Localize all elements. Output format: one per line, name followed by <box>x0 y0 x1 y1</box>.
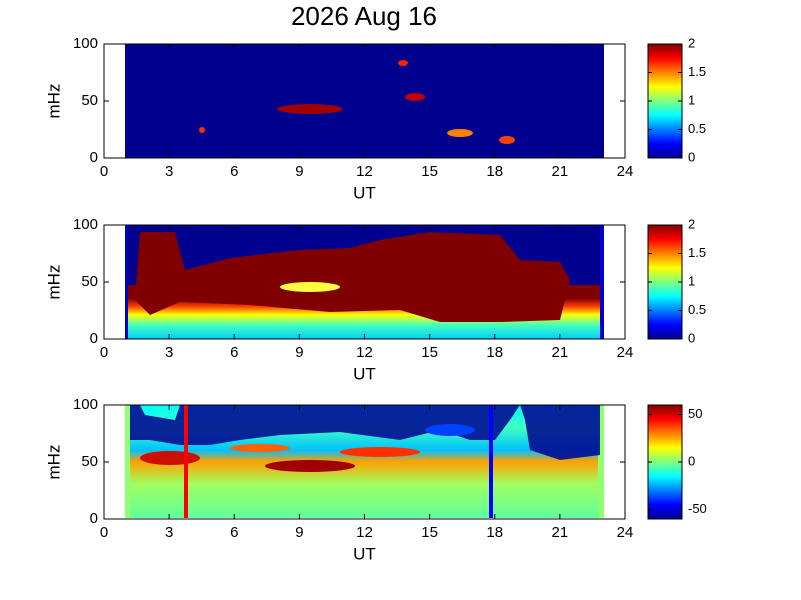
colorbar-tick-label: 1 <box>688 273 695 288</box>
y-tick-label: 50 <box>81 273 98 290</box>
x-tick-label: 3 <box>165 163 173 180</box>
y-tick-label: 0 <box>90 330 98 347</box>
colorbar-tick-label: 0 <box>688 330 695 345</box>
y-tick-label: 100 <box>73 35 98 52</box>
x-tick-label: 3 <box>165 344 173 361</box>
colorbar-tick-label: 1.5 <box>688 245 706 260</box>
y-axis-label: mHz <box>44 445 63 480</box>
x-tick-label: 18 <box>486 344 503 361</box>
colorbar-tick-label: 0 <box>688 149 695 164</box>
colorbar <box>647 404 683 520</box>
colorbar-tick-label: 2 <box>688 35 695 50</box>
y-tick-label: 100 <box>73 216 98 233</box>
y-tick-label: 50 <box>81 92 98 109</box>
x-tick-label: 0 <box>100 163 108 180</box>
y-tick-label: 0 <box>90 510 98 527</box>
chart-title: 2026 Aug 16 <box>291 1 437 31</box>
colorbar-tick-label: 2 <box>688 216 695 231</box>
x-tick-label: 21 <box>552 524 569 541</box>
x-tick-label: 6 <box>230 344 238 361</box>
colorbar-tick-label: 0.5 <box>688 121 706 136</box>
x-axis-label: UT <box>353 183 376 202</box>
x-tick-label: 6 <box>230 524 238 541</box>
x-tick-label: 12 <box>356 524 373 541</box>
x-tick-label: 12 <box>356 163 373 180</box>
y-axis-label: mHz <box>44 84 63 119</box>
x-tick-label: 6 <box>230 163 238 180</box>
x-tick-label: 24 <box>617 344 634 361</box>
x-axis-label: UT <box>353 544 376 563</box>
x-tick-label: 9 <box>295 163 303 180</box>
colorbar-tick-label: 1 <box>688 92 695 107</box>
y-tick-label: 50 <box>81 453 98 470</box>
x-tick-label: 15 <box>421 163 438 180</box>
y-tick-label: 0 <box>90 149 98 166</box>
x-tick-label: 15 <box>421 344 438 361</box>
x-tick-label: 18 <box>486 163 503 180</box>
colorbar-tick-label: 0 <box>688 453 695 468</box>
spectrogram-image <box>125 44 604 518</box>
colorbar <box>647 224 683 340</box>
x-tick-label: 24 <box>617 524 634 541</box>
x-tick-label: 12 <box>356 344 373 361</box>
colorbar-tick-label: 50 <box>688 406 702 421</box>
x-tick-label: 9 <box>295 344 303 361</box>
x-tick-label: 9 <box>295 524 303 541</box>
colorbar <box>647 43 683 159</box>
colorbar-tick-label: 0.5 <box>688 302 706 317</box>
y-axis-label: mHz <box>44 265 63 300</box>
x-tick-label: 0 <box>100 344 108 361</box>
colorbar-tick-label: -50 <box>688 501 707 516</box>
x-tick-label: 21 <box>552 163 569 180</box>
x-tick-label: 15 <box>421 524 438 541</box>
x-tick-label: 0 <box>100 524 108 541</box>
x-tick-label: 18 <box>486 524 503 541</box>
colorbar-tick-label: 1.5 <box>688 64 706 79</box>
y-tick-label: 100 <box>73 396 98 413</box>
x-tick-label: 24 <box>617 163 634 180</box>
x-axis-label: UT <box>353 364 376 383</box>
x-tick-label: 21 <box>552 344 569 361</box>
x-tick-label: 3 <box>165 524 173 541</box>
